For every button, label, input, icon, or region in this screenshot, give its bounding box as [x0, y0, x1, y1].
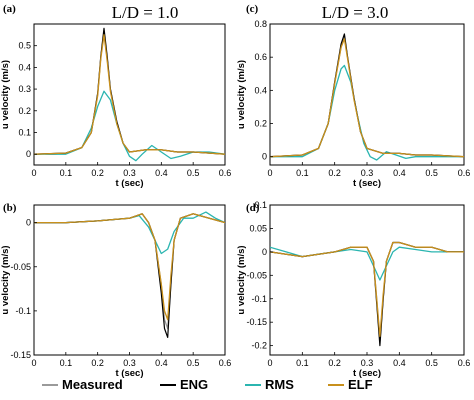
y-tick-label: 0: [26, 149, 31, 159]
series-line-d-measured: [270, 241, 464, 342]
x-tick-label: 0.3: [361, 168, 374, 178]
y-axis-label: u velocity (m/s): [0, 245, 11, 314]
y-tick-label: 0.5: [18, 41, 31, 51]
x-axis-label: t (sec): [353, 368, 381, 379]
series-line-b-measured: [34, 213, 225, 330]
plot-frame-d: [269, 204, 465, 356]
plot-frame-b: [33, 204, 226, 356]
series-line-a-eng: [34, 27, 225, 155]
x-tick-label: 0.4: [155, 358, 168, 368]
x-tick-label: 0.5: [187, 168, 200, 178]
x-tick-label: 0.4: [393, 358, 406, 368]
x-tick-label: 0.5: [425, 168, 438, 178]
y-tick-label: -0.2: [251, 341, 267, 351]
y-tick-label: 0.1: [18, 127, 31, 137]
x-tick-label: 0.1: [296, 168, 309, 178]
y-tick-label: 0.8: [254, 19, 267, 29]
legend-label-eng: ENG: [180, 377, 208, 392]
y-tick-label: -0.05: [10, 262, 31, 272]
x-axis-label: t (sec): [353, 178, 381, 189]
series-line-a-measured: [34, 32, 225, 155]
column-title-right: L/D = 3.0: [322, 3, 389, 22]
y-tick-label: -0.1: [251, 294, 267, 304]
x-tick-label: 0.2: [91, 358, 104, 368]
series-line-d-rms: [270, 246, 464, 281]
y-tick-label: 0.05: [249, 223, 267, 233]
series-line-d-eng: [270, 241, 464, 347]
y-tick-label: 0.2: [254, 119, 267, 129]
x-tick-label: 0: [267, 168, 272, 178]
series-line-c-eng: [270, 33, 464, 158]
panel-label-c: (c): [246, 3, 259, 15]
panel-label-a: (a): [3, 3, 16, 15]
y-tick-label: 0.4: [18, 62, 31, 72]
y-tick-label: -0.15: [10, 350, 31, 360]
legend-label-rms: RMS: [265, 377, 294, 392]
y-tick-label: 0.2: [18, 106, 31, 116]
x-tick-label: 0.1: [60, 168, 73, 178]
x-tick-label: 0.1: [60, 358, 73, 368]
x-tick-label: 0.2: [91, 168, 104, 178]
panel-label-b: (b): [3, 202, 17, 214]
x-tick-label: 0.6: [458, 168, 471, 178]
series-line-a-elf: [34, 34, 225, 155]
y-tick-label: 0: [262, 152, 267, 162]
x-tick-label: 0: [267, 358, 272, 368]
legend-label-measured: Measured: [62, 377, 123, 392]
y-tick-label: -0.1: [15, 306, 31, 316]
series-line-c-elf: [270, 38, 464, 158]
x-tick-label: 0: [31, 358, 36, 368]
column-title-left: L/D = 1.0: [112, 3, 179, 22]
y-axis-label: u velocity (m/s): [236, 245, 247, 314]
x-tick-label: 0.3: [123, 168, 136, 178]
y-axis-label: u velocity (m/s): [236, 60, 247, 129]
y-tick-label: 0.4: [254, 85, 267, 95]
x-tick-label: 0.6: [219, 168, 232, 178]
series-line-b-eng: [34, 213, 225, 338]
x-tick-label: 0.3: [361, 358, 374, 368]
y-axis-label: u velocity (m/s): [0, 60, 11, 129]
series-line-c-measured: [270, 36, 464, 158]
x-axis-label: t (sec): [116, 178, 144, 189]
x-tick-label: 0: [31, 168, 36, 178]
x-tick-label: 0.3: [123, 358, 136, 368]
series-line-c-rms: [270, 64, 464, 161]
x-tick-label: 0.6: [458, 358, 471, 368]
series-line-b-elf: [34, 213, 225, 321]
x-tick-label: 0.4: [393, 168, 406, 178]
series-line-a-rms: [34, 90, 225, 162]
panel-label-d: (d): [246, 202, 260, 214]
x-tick-label: 0.5: [425, 358, 438, 368]
x-tick-label: 0.4: [155, 168, 168, 178]
plot-frame-a: [33, 23, 226, 166]
y-tick-label: -0.15: [246, 317, 267, 327]
y-tick-label: 0.3: [18, 84, 31, 94]
x-axis-label: t (sec): [116, 368, 144, 379]
y-tick-label: -0.05: [246, 270, 267, 280]
y-tick-label: 0: [262, 247, 267, 257]
x-tick-label: 0.5: [187, 358, 200, 368]
y-tick-label: 0.1: [254, 200, 267, 210]
x-tick-label: 0.1: [296, 358, 309, 368]
y-tick-label: 0.6: [254, 52, 267, 62]
series-line-d-elf: [270, 241, 464, 337]
x-tick-label: 0.2: [328, 358, 341, 368]
x-tick-label: 0.2: [328, 168, 341, 178]
y-tick-label: 0: [26, 218, 31, 228]
plot-frame-c: [269, 23, 465, 166]
legend-label-elf: ELF: [348, 377, 373, 392]
x-tick-label: 0.6: [219, 358, 232, 368]
